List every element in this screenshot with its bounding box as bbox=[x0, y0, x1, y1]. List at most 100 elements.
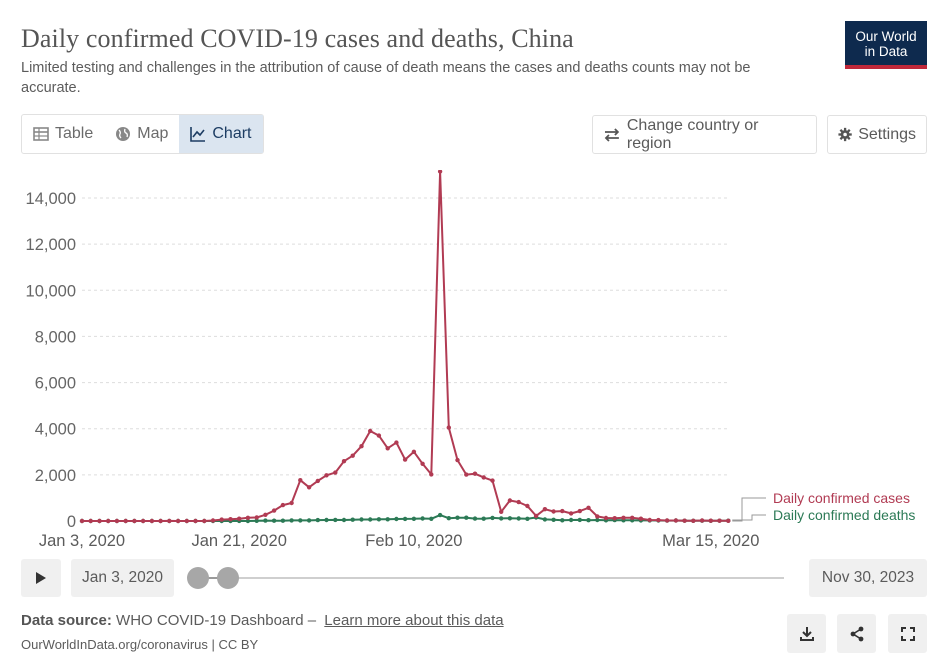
tab-table[interactable]: Table bbox=[22, 115, 104, 153]
data-point[interactable] bbox=[376, 433, 382, 438]
data-point[interactable] bbox=[464, 472, 469, 477]
data-point[interactable] bbox=[499, 516, 504, 521]
data-point[interactable] bbox=[97, 518, 102, 524]
data-point[interactable] bbox=[568, 511, 574, 516]
data-point[interactable] bbox=[289, 500, 294, 506]
data-point[interactable] bbox=[263, 512, 268, 517]
legend-cases[interactable]: Daily confirmed cases bbox=[773, 490, 910, 506]
data-point[interactable] bbox=[560, 508, 565, 514]
data-point[interactable] bbox=[603, 515, 609, 521]
data-point[interactable] bbox=[167, 518, 172, 524]
data-point[interactable] bbox=[359, 444, 364, 449]
timeline-slider-track[interactable] bbox=[200, 577, 784, 579]
data-point[interactable] bbox=[560, 518, 565, 523]
data-point[interactable] bbox=[149, 518, 155, 524]
data-point[interactable] bbox=[726, 518, 731, 523]
settings-button[interactable]: Settings bbox=[827, 115, 927, 154]
data-point[interactable] bbox=[350, 517, 355, 522]
data-point[interactable] bbox=[79, 518, 85, 524]
data-point[interactable] bbox=[586, 518, 591, 523]
data-point[interactable] bbox=[411, 516, 417, 521]
data-point[interactable] bbox=[420, 461, 425, 466]
data-point[interactable] bbox=[525, 516, 530, 521]
play-button[interactable] bbox=[21, 559, 61, 597]
data-point[interactable] bbox=[499, 509, 504, 514]
data-point[interactable] bbox=[193, 518, 198, 524]
data-point[interactable] bbox=[324, 473, 329, 478]
data-point[interactable] bbox=[394, 440, 399, 445]
data-point[interactable] bbox=[542, 517, 548, 522]
data-point[interactable] bbox=[106, 518, 111, 524]
data-point[interactable] bbox=[402, 457, 408, 462]
data-point[interactable] bbox=[228, 517, 233, 522]
data-point[interactable] bbox=[123, 518, 128, 524]
data-point[interactable] bbox=[481, 475, 486, 480]
data-point[interactable] bbox=[385, 517, 390, 522]
data-point[interactable] bbox=[315, 517, 320, 523]
data-point[interactable] bbox=[595, 517, 600, 523]
legend-deaths[interactable]: Daily confirmed deaths bbox=[773, 507, 915, 523]
data-point[interactable] bbox=[525, 503, 530, 509]
change-country-button[interactable]: Change country or region bbox=[592, 115, 817, 154]
data-point[interactable] bbox=[516, 516, 521, 521]
data-point[interactable] bbox=[306, 485, 312, 490]
data-point[interactable] bbox=[612, 516, 617, 521]
data-point[interactable] bbox=[368, 428, 373, 434]
data-point[interactable] bbox=[472, 516, 478, 521]
data-point[interactable] bbox=[568, 517, 574, 523]
data-point[interactable] bbox=[254, 515, 259, 520]
data-point[interactable] bbox=[245, 515, 251, 520]
data-point[interactable] bbox=[324, 517, 329, 523]
data-point[interactable] bbox=[306, 518, 312, 523]
data-point[interactable] bbox=[699, 518, 705, 523]
data-point[interactable] bbox=[464, 515, 469, 520]
data-point[interactable] bbox=[210, 518, 216, 523]
data-point[interactable] bbox=[586, 505, 591, 510]
data-point[interactable] bbox=[184, 518, 189, 524]
data-point[interactable] bbox=[140, 518, 146, 524]
data-point[interactable] bbox=[271, 518, 277, 523]
data-point[interactable] bbox=[481, 516, 486, 521]
data-point[interactable] bbox=[638, 516, 644, 521]
data-point[interactable] bbox=[595, 514, 600, 519]
data-point[interactable] bbox=[490, 515, 495, 521]
data-point[interactable] bbox=[175, 518, 181, 524]
data-point[interactable] bbox=[455, 457, 460, 463]
data-point[interactable] bbox=[446, 425, 451, 430]
timeline-start-handle[interactable] bbox=[187, 567, 209, 589]
data-point[interactable] bbox=[490, 478, 495, 483]
data-point[interactable] bbox=[132, 518, 137, 524]
data-point[interactable] bbox=[350, 453, 355, 458]
data-point[interactable] bbox=[533, 513, 539, 519]
data-point[interactable] bbox=[551, 517, 556, 522]
data-point[interactable] bbox=[446, 516, 451, 521]
data-point[interactable] bbox=[673, 518, 679, 523]
data-point[interactable] bbox=[682, 518, 687, 523]
data-point[interactable] bbox=[551, 509, 556, 514]
data-point[interactable] bbox=[263, 518, 268, 523]
fullscreen-button[interactable] bbox=[888, 614, 927, 653]
tab-map[interactable]: Map bbox=[104, 115, 179, 153]
owid-logo[interactable]: Our World in Data bbox=[845, 21, 927, 69]
timeline-start-date[interactable]: Jan 3, 2020 bbox=[71, 559, 174, 597]
data-point[interactable] bbox=[359, 517, 364, 522]
data-point[interactable] bbox=[289, 518, 294, 523]
data-point[interactable] bbox=[664, 518, 670, 523]
tab-chart[interactable]: Chart bbox=[179, 115, 263, 153]
data-point[interactable] bbox=[298, 478, 303, 483]
data-point[interactable] bbox=[437, 170, 443, 174]
data-point[interactable] bbox=[376, 517, 382, 522]
data-point[interactable] bbox=[341, 517, 347, 523]
data-point[interactable] bbox=[577, 508, 582, 514]
data-point[interactable] bbox=[429, 472, 434, 477]
data-point[interactable] bbox=[271, 508, 277, 513]
data-point[interactable] bbox=[237, 516, 242, 521]
data-point[interactable] bbox=[280, 518, 286, 523]
data-point[interactable] bbox=[254, 518, 259, 523]
share-button[interactable] bbox=[837, 614, 876, 653]
data-point[interactable] bbox=[472, 471, 478, 476]
source-url[interactable]: OurWorldInData.org/coronavirus | CC BY bbox=[21, 637, 259, 652]
data-point[interactable] bbox=[411, 449, 417, 454]
data-point[interactable] bbox=[507, 516, 513, 521]
timeline-end-date[interactable]: Nov 30, 2023 bbox=[809, 559, 927, 597]
